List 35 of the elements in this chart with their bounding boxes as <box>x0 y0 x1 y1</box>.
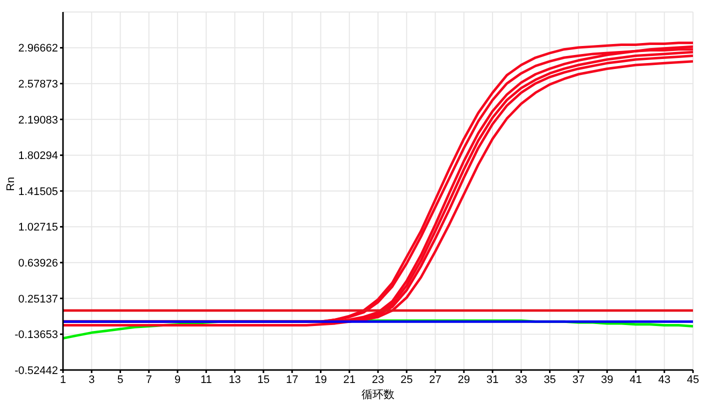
x-tick-label: 7 <box>146 374 152 386</box>
y-axis-title: Rn <box>4 176 17 191</box>
x-tick-label: 13 <box>228 374 241 386</box>
x-tick-label: 43 <box>658 374 670 386</box>
x-tick-label: 31 <box>486 374 499 386</box>
x-tick-label: 39 <box>600 374 614 386</box>
x-tick-label: 41 <box>630 374 642 386</box>
x-tick-label: 25 <box>400 374 413 386</box>
x-tick-label: 35 <box>544 374 556 386</box>
x-tick-label: 11 <box>200 374 212 386</box>
x-tick-label: 9 <box>174 374 181 386</box>
x-tick-label: 23 <box>372 374 384 386</box>
y-tick-label: 1.80294 <box>18 150 58 162</box>
x-tick-label: 19 <box>314 374 327 386</box>
x-tick-label: 33 <box>515 374 528 386</box>
x-tick-label: 15 <box>257 374 270 386</box>
x-tick-label: 5 <box>117 374 124 386</box>
y-tick-label: 1.02715 <box>18 222 58 234</box>
x-tick-label: 1 <box>60 374 66 386</box>
y-tick-label: 2.57873 <box>18 78 58 90</box>
x-tick-label: 21 <box>343 374 356 386</box>
y-tick-label: 2.19083 <box>18 114 58 126</box>
x-tick-label: 3 <box>88 374 95 386</box>
y-tick-label: 1.41505 <box>18 186 58 198</box>
x-tick-label: 45 <box>686 374 700 386</box>
y-tick-label: 2.96662 <box>18 42 58 55</box>
x-tick-label: 27 <box>429 374 442 386</box>
y-tick-label: 0.63926 <box>18 258 58 270</box>
y-tick-label: -0.52442 <box>14 364 58 377</box>
x-tick-label: 37 <box>572 374 585 386</box>
x-axis-title: 循环数 <box>362 389 394 401</box>
y-tick-label: 0.25137 <box>18 293 58 306</box>
x-tick-label: 17 <box>286 374 298 386</box>
x-tick-label: 29 <box>458 374 470 386</box>
y-tick-label: -0.13653 <box>14 329 58 342</box>
